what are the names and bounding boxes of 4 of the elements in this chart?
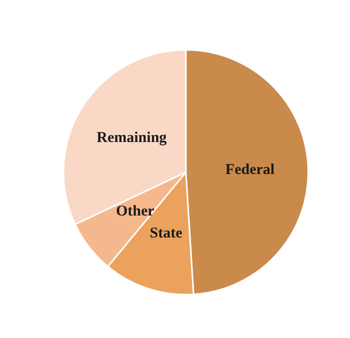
slice-label: Other — [116, 204, 155, 220]
slice-label: State — [150, 225, 183, 242]
slice-label: Remaining — [96, 130, 168, 146]
slice-label: Federal — [225, 162, 275, 178]
